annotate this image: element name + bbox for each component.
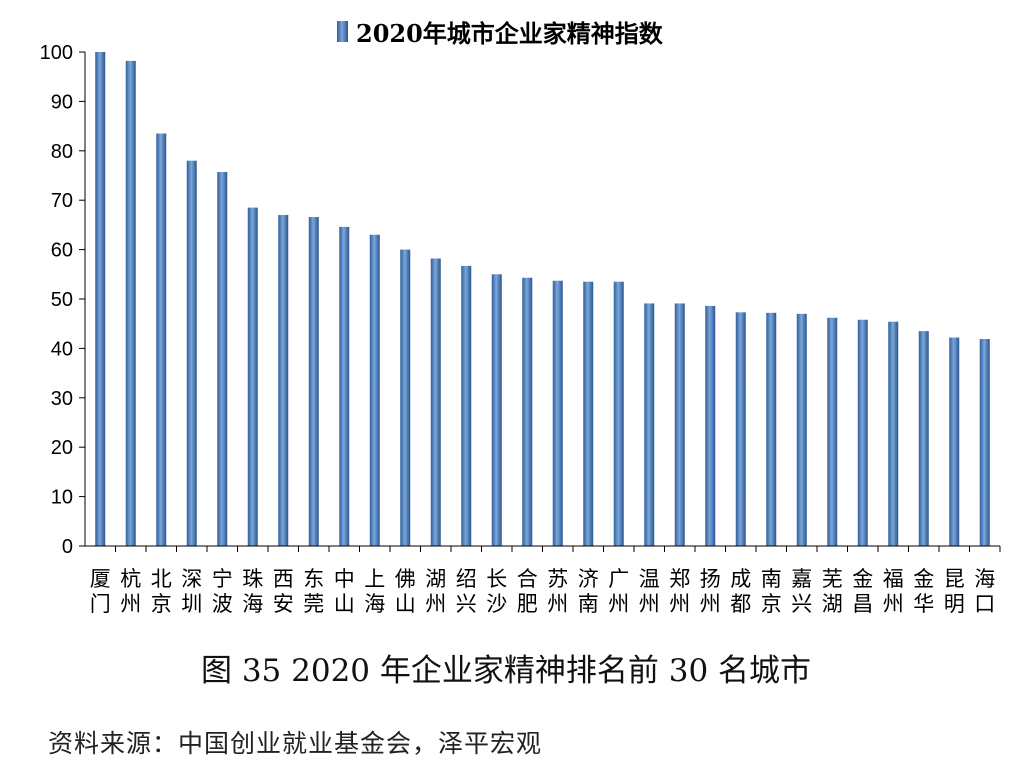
bar-东莞 [308,216,319,546]
x-tick-label: 苏州 [547,567,568,616]
figure-caption: 图 35 2020 年企业家精神排名前 30 名城市 [200,653,812,689]
bar-扬州 [705,305,716,546]
x-tick-label: 杭州 [120,567,141,616]
x-tick-label: 昆明 [944,567,965,616]
bar-佛山 [400,249,411,546]
bar-嘉兴 [796,313,807,546]
bar-芜湖 [827,317,838,546]
bar-湖州 [430,258,441,546]
x-axis: 厦门杭州北京深圳宁波珠海西安东莞中山上海佛山湖州绍兴长沙合肥苏州济南广州温州郑州… [90,546,1001,616]
x-tick-label: 济南 [578,567,599,616]
x-tick-label: 扬州 [700,567,721,616]
x-tick-label: 绍兴 [456,567,477,616]
x-tick-label: 广州 [608,567,629,616]
bar-成都 [735,312,746,546]
bar-金昌 [857,319,868,546]
bar-福州 [888,321,899,546]
bar-长沙 [491,274,502,546]
x-tick-label: 深圳 [181,567,202,616]
x-tick-label: 郑州 [669,567,690,616]
y-tick-label: 70 [51,190,73,212]
bar-海口 [979,339,990,546]
x-tick-label: 北京 [151,567,172,616]
x-tick-label: 中山 [334,567,355,616]
bar-绍兴 [461,265,472,546]
chart-legend: 2020年城市企业家精神指数 [337,19,664,48]
y-tick-label: 20 [51,437,73,459]
bar-杭州 [125,60,136,546]
bar-厦门 [95,52,106,546]
x-tick-label: 佛山 [395,567,416,616]
y-tick-label: 40 [51,338,73,360]
bar-合肥 [522,277,533,546]
x-tick-label: 厦门 [90,567,111,616]
y-tick-label: 30 [51,388,73,410]
x-tick-label: 成都 [730,567,751,616]
y-tick-label: 60 [51,240,73,262]
x-tick-label: 湖州 [425,567,446,616]
x-tick-label: 长沙 [486,567,507,616]
y-tick-label: 10 [51,487,73,509]
bar-chart: 2020年城市企业家精神指数 0 10 20 30 40 50 60 70 80 90 100 厦门… [40,19,1001,616]
bar-昆明 [949,337,960,546]
legend-swatch [337,21,348,42]
x-tick-label: 南京 [761,567,782,616]
bar-广州 [613,281,624,546]
x-tick-label: 上海 [364,567,385,616]
x-tick-label: 东莞 [303,567,324,616]
y-tick-label: 100 [40,42,73,64]
x-tick-label: 海口 [974,567,995,616]
y-tick-label: 50 [51,289,73,311]
bars [95,52,990,547]
bar-珠海 [247,207,258,547]
y-tick-label: 80 [51,141,73,163]
bar-深圳 [186,160,197,546]
bar-南京 [766,312,777,546]
x-tick-label: 金华 [913,567,934,616]
bar-金华 [918,331,929,546]
bar-郑州 [674,303,685,546]
x-tick-label: 嘉兴 [791,567,812,616]
source-note: 资料来源：中国创业就业基金会，泽平宏观 [48,729,543,758]
x-tick-label: 温州 [639,567,660,616]
x-tick-label: 宁波 [212,567,233,616]
y-axis: 0 10 20 30 40 50 60 70 80 90 100 [40,42,85,558]
bar-温州 [644,303,655,546]
x-tick-label: 福州 [883,567,904,616]
x-tick-label: 金昌 [852,567,873,616]
bar-北京 [156,133,167,546]
y-tick-label: 0 [62,536,73,558]
bar-西安 [278,215,289,546]
bar-苏州 [552,280,563,546]
y-tick-label: 90 [51,91,73,113]
x-tick-label: 芜湖 [822,567,843,616]
bar-中山 [339,226,350,546]
bar-济南 [583,281,594,546]
x-tick-label: 西安 [273,567,294,616]
x-tick-label: 合肥 [517,567,538,616]
chart-title: 2020年城市企业家精神指数 [356,19,664,48]
bar-上海 [369,234,380,546]
x-tick-label: 珠海 [242,567,263,616]
bar-宁波 [217,172,228,547]
